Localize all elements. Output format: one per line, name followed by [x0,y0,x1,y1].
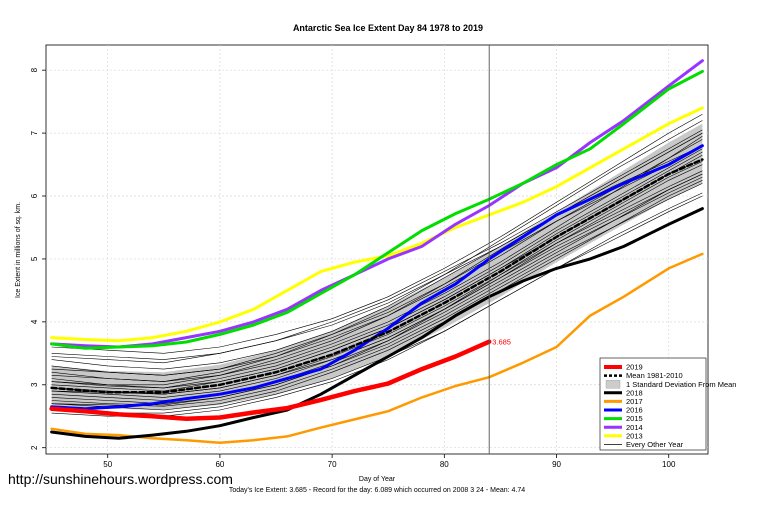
x-tick-label: 80 [440,460,449,469]
y-tick-label: 4 [30,319,39,324]
y-tick-label: 2 [30,445,39,450]
y-axis-ticks: 2 3 4 5 6 7 8 [30,67,46,450]
footer-summary: Today's Ice Extent: 3.685 - Record for t… [229,487,525,494]
series-line-2018 [50,207,704,440]
x-tick-label: 60 [215,460,224,469]
series-line-2013 [50,106,704,343]
series-line-2014 [50,59,704,349]
other-year-line [51,145,703,376]
legend-label: 2013 [626,431,643,440]
y-tick-label: 7 [30,130,39,135]
legend-label: 2014 [626,423,643,432]
legend-label: 2015 [626,414,643,423]
other-year-line [51,113,703,354]
std-band-area [51,123,703,410]
other-year-line [51,120,703,370]
series-line-2017 [50,252,704,444]
y-axis-title: Ice Extent in millions of sq. km. [15,202,22,298]
plot-area: 3.685 [45,44,709,455]
today-value-label: 3.685 [492,338,511,347]
legend-label: Mean 1981-2010 [626,371,683,380]
y-tick-label: 3 [30,382,39,387]
x-tick-label: 90 [552,460,561,469]
y-tick-label: 5 [30,256,39,261]
other-year-line [51,161,703,406]
legend-label: Every Other Year [626,440,684,449]
legend-label: 2016 [626,406,643,415]
x-axis-title: Day of Year [359,476,396,483]
other-year-line [51,173,703,395]
legend-label: 2017 [626,397,643,406]
legend-label: 2019 [626,363,643,372]
watermark-url: http://sunshinehours.wordpress.com [8,471,233,487]
x-tick-label: 70 [328,460,337,469]
legend-swatch-band [605,380,621,389]
legend-label: 2018 [626,388,643,397]
other-year-line [51,129,703,364]
x-tick-label: 50 [103,460,112,469]
chart-title: Antarctic Sea Ice Extent Day 84 1978 to … [293,23,483,33]
series-line-mean-1981-2010 [50,158,704,394]
series-line-2015 [50,69,704,350]
series-line-2019 [49,339,492,422]
legend-label: 1 Standard Deviation From Mean [626,380,736,389]
y-tick-label: 8 [30,67,39,72]
other-year-line [51,132,703,360]
x-axis-ticks: 50 60 70 80 90 100 [103,454,676,469]
series-lines [49,59,704,444]
x-tick-label: 100 [662,460,676,469]
std-band [51,123,703,410]
other-year-line [51,183,703,407]
y-tick-label: 6 [30,193,39,198]
